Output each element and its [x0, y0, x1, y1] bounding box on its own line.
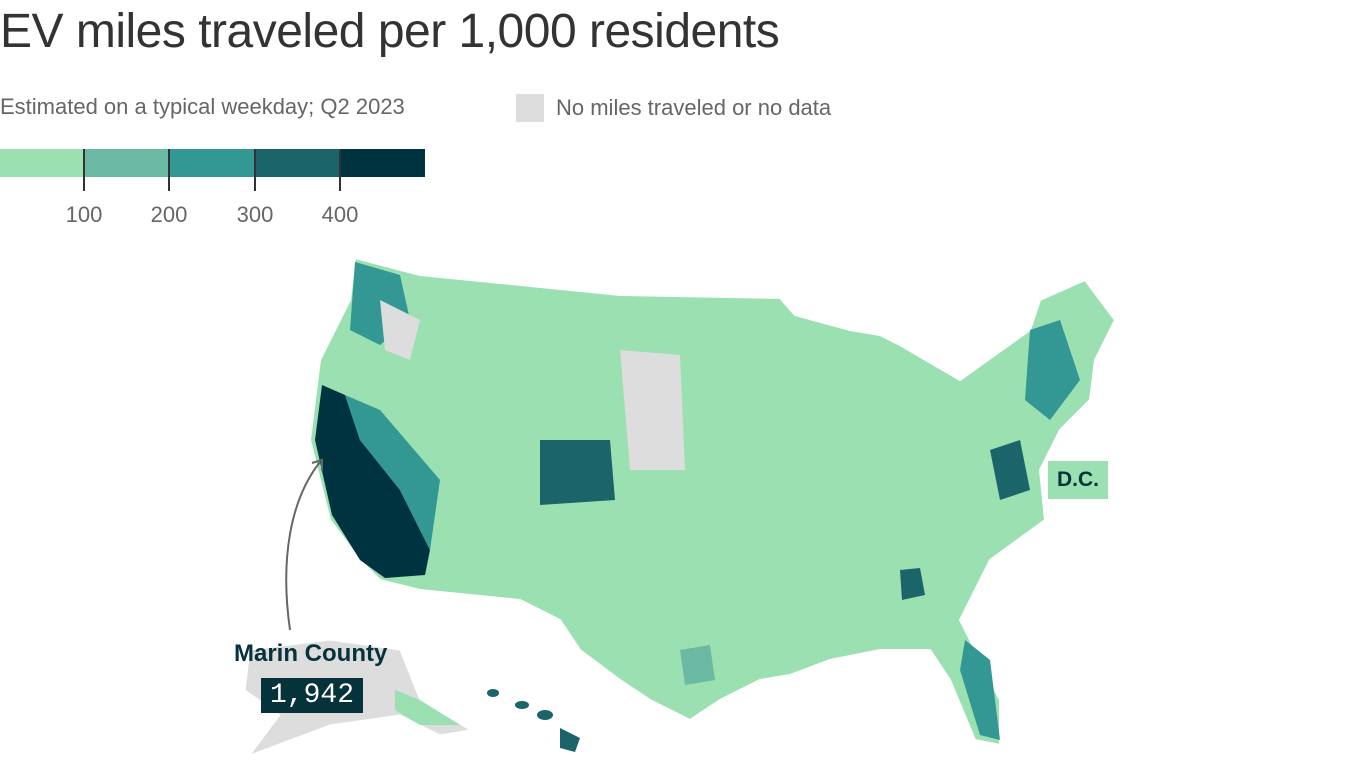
- legend-bin-1: [0, 149, 85, 177]
- region-texas: [680, 645, 715, 685]
- marin-label: Marin County: [234, 640, 388, 667]
- us-outline: [308, 256, 1117, 747]
- legend-tick: [168, 149, 170, 191]
- no-data-label: No miles traveled or no data: [556, 95, 832, 120]
- alaska-south: [395, 690, 460, 725]
- legend-tick: [254, 149, 256, 191]
- legend-bin-3: [170, 149, 255, 177]
- marin-arrowhead: [311, 458, 323, 471]
- dc-label: D.C.: [1048, 461, 1108, 499]
- legend-bin-5: [340, 149, 425, 177]
- region-no-data-nevada: [380, 300, 420, 360]
- region-california-inland: [345, 395, 440, 550]
- legend-tick-label: 100: [65, 202, 103, 227]
- region-california-coast: [315, 385, 430, 578]
- region-florida: [960, 640, 1000, 740]
- page-title: EV miles traveled per 1,000 residents: [0, 5, 780, 58]
- legend-tick-label: 300: [236, 202, 274, 227]
- marin-arrow: [285, 461, 321, 631]
- legend-tick-label: 400: [321, 202, 359, 227]
- hawaii: [487, 689, 580, 752]
- marin-value: 1,942: [261, 678, 364, 713]
- legend-bin-4: [255, 149, 340, 177]
- legend-tick: [339, 149, 341, 191]
- no-data-swatch: [516, 94, 544, 122]
- region-no-data-plains: [620, 350, 685, 470]
- no-data-legend: No miles traveled or no data: [516, 94, 831, 122]
- legend-tick-label: 200: [150, 202, 188, 227]
- contiguous-us: [308, 256, 1117, 747]
- region-northeast: [1025, 320, 1080, 420]
- region-colorado: [540, 440, 615, 505]
- subtitle: Estimated on a typical weekday; Q2 2023: [0, 94, 405, 119]
- region-atlanta: [900, 568, 925, 600]
- color-legend: [0, 149, 425, 177]
- legend-tick: [83, 149, 85, 191]
- region-mid-atlantic: [990, 440, 1030, 500]
- legend-bin-2: [85, 149, 170, 177]
